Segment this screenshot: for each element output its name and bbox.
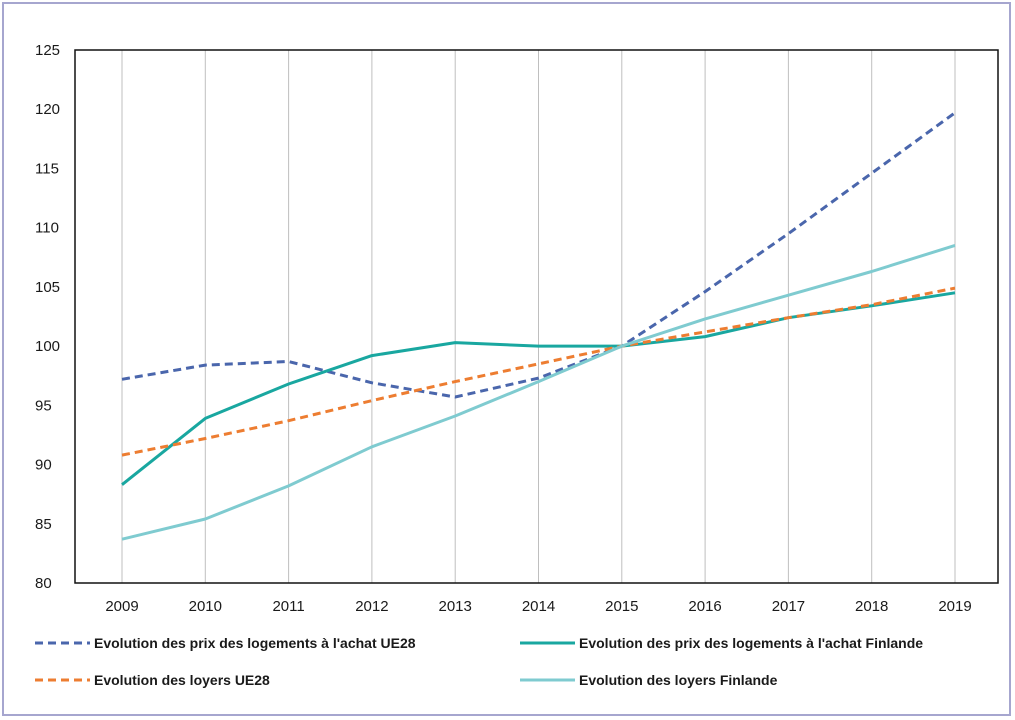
legend-item-2: Evolution des prix des logements à l'ach… — [520, 635, 923, 651]
plot-area — [74, 49, 999, 584]
legend-label-3: Evolution des loyers UE28 — [94, 672, 270, 688]
series-line-4 — [121, 243, 956, 541]
legend-item-4: Evolution des loyers Finlande — [520, 672, 778, 688]
x-axis: 2009 2010 2011 2012 2013 2014 2015 2016 2017 2018… — [105, 598, 971, 615]
y-tick-label-120: 120 — [35, 101, 60, 118]
x-tick-label-2017: 2017 — [772, 598, 805, 615]
legend-item-3: Evolution des loyers UE28 — [35, 672, 270, 688]
y-tick-label-105: 105 — [35, 279, 60, 296]
x-tick-label-2010: 2010 — [189, 598, 222, 615]
y-tick-label-125: 125 — [35, 42, 60, 59]
series-layer — [121, 111, 956, 541]
y-tick-label-90: 90 — [35, 457, 52, 474]
x-tick-label-2016: 2016 — [688, 598, 721, 615]
legend: Evolution des prix des logements à l'ach… — [35, 635, 923, 688]
x-tick-label-2012: 2012 — [355, 598, 388, 615]
y-tick-label-110: 110 — [35, 220, 59, 237]
x-tick-label-2009: 2009 — [105, 598, 138, 615]
legend-label-4: Evolution des loyers Finlande — [579, 672, 778, 688]
x-tick-label-2015: 2015 — [605, 598, 638, 615]
y-tick-label-95: 95 — [35, 397, 52, 414]
y-tick-label-85: 85 — [35, 516, 52, 533]
y-tick-label-100: 100 — [35, 338, 60, 355]
legend-item-1: Evolution des prix des logements à l'ach… — [35, 635, 416, 651]
x-tick-label-2013: 2013 — [439, 598, 472, 615]
legend-label-2: Evolution des prix des logements à l'ach… — [579, 635, 923, 651]
y-tick-label-80: 80 — [35, 575, 52, 592]
y-tick-label-115: 115 — [35, 160, 59, 177]
x-tick-label-2019: 2019 — [938, 598, 971, 615]
x-tick-label-2018: 2018 — [855, 598, 888, 615]
x-tick-label-2014: 2014 — [522, 598, 555, 615]
series-line-3 — [121, 286, 956, 457]
y-axis: 80 85 90 95 100 105 110 115 120 125 — [35, 42, 60, 592]
legend-label-1: Evolution des prix des logements à l'ach… — [94, 635, 416, 651]
x-tick-label-2011: 2011 — [272, 598, 304, 615]
